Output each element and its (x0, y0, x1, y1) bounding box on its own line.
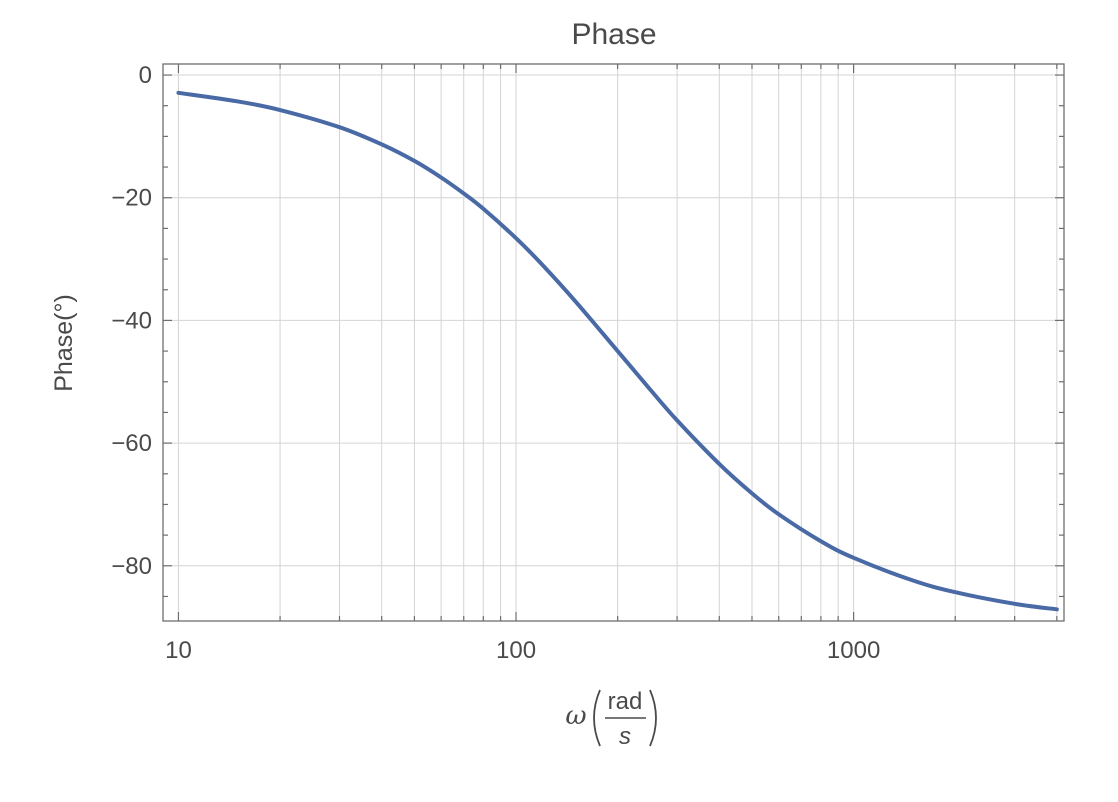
x-tick-label: 10 (165, 637, 192, 664)
plot-area (176, 90, 1059, 612)
y-tick-label: −60 (111, 430, 152, 457)
x-axis-unit-denominator: s (619, 723, 631, 750)
x-axis-unit-numerator: rad (608, 688, 643, 715)
x-axis-label: ω rad s (565, 688, 657, 750)
x-axis-left-paren (593, 689, 601, 747)
x-axis-symbol: ω (565, 701, 586, 731)
chart-title: Phase (571, 18, 656, 51)
y-tick-label: −80 (111, 553, 152, 580)
y-tick-label: −40 (111, 307, 152, 334)
x-tick-label: 100 (496, 637, 536, 664)
y-tick-label: −20 (111, 185, 152, 212)
tick-labels: 10 100 1000 0 −20 −40 −60 −80 (111, 62, 880, 664)
x-axis-right-paren (649, 689, 657, 747)
plot-frame (162, 63, 1065, 622)
axes (162, 63, 1065, 622)
x-tick-label: 1000 (827, 637, 880, 664)
y-tick-label: 0 (139, 62, 152, 89)
y-axis-label: Phase(°) (50, 294, 78, 392)
phase-series-line (176, 90, 1059, 612)
grid (163, 64, 1064, 621)
